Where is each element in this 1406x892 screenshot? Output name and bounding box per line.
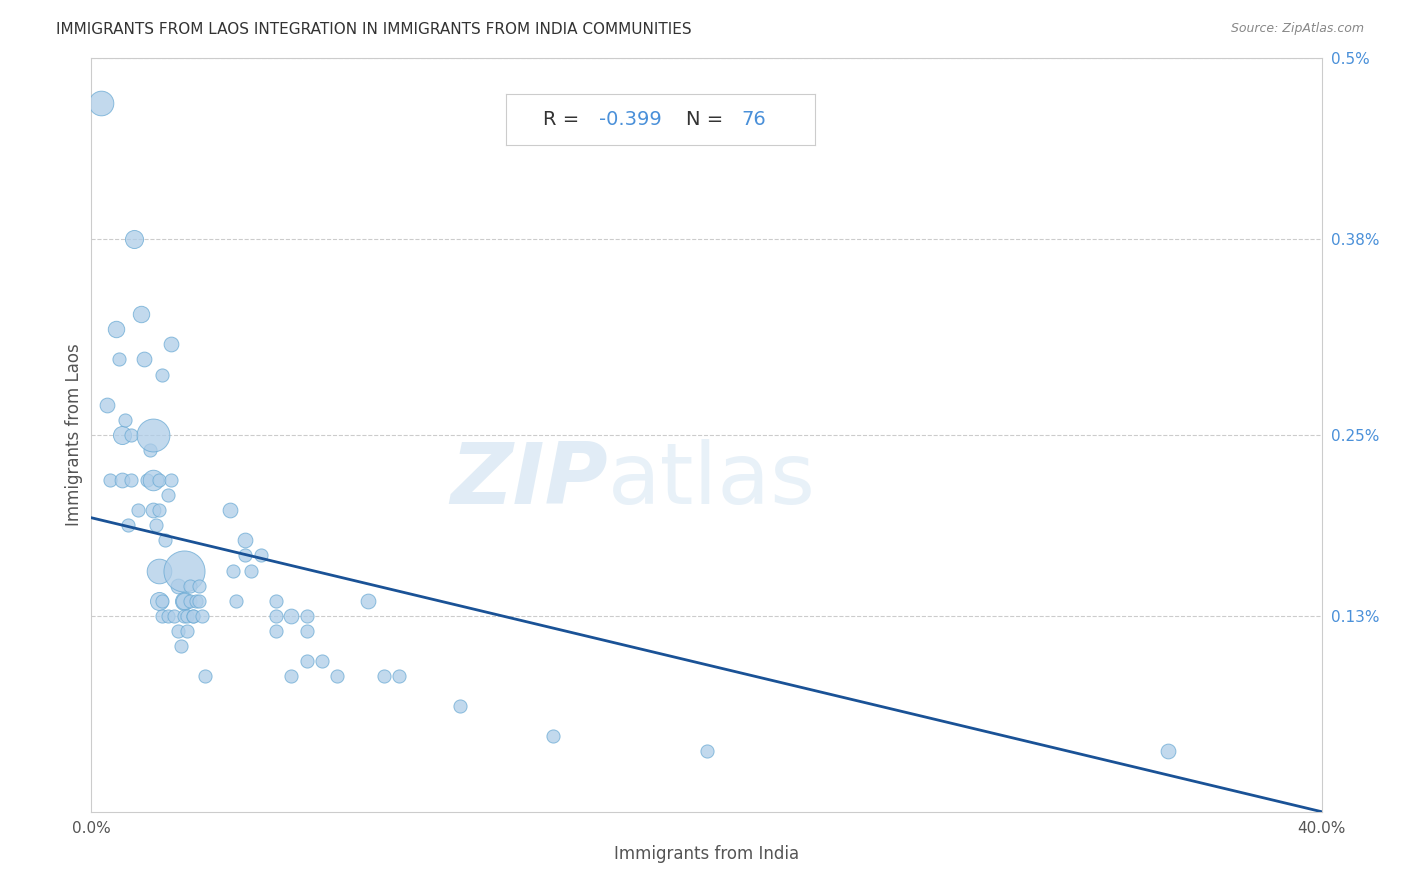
Point [105,322,127,336]
Point [181,608,204,623]
Point [295,654,318,668]
Point [157,608,180,623]
Text: atlas: atlas [607,439,815,522]
Point [129,307,152,321]
Text: IMMIGRANTS FROM LAOS INTEGRATION IN IMMIGRANTS FROM INDIA COMMUNITIES: IMMIGRANTS FROM LAOS INTEGRATION IN IMMI… [56,22,692,37]
Point [233,533,256,548]
Point [166,624,188,638]
Point [176,624,198,638]
Point [169,639,191,653]
Point [148,564,170,578]
Point [357,593,380,607]
Text: 76: 76 [741,110,766,129]
Point [153,533,177,548]
Point [173,593,195,607]
Point [145,518,167,533]
X-axis label: Immigrants from India: Immigrants from India [614,845,799,863]
Point [179,593,201,607]
Point [150,608,173,623]
Point [132,352,155,367]
Point [194,669,217,683]
Point [218,503,240,517]
Point [373,669,395,683]
Point [179,578,201,592]
Point [114,413,136,427]
Point [157,488,180,502]
Point [280,669,302,683]
Point [295,608,318,623]
Point [148,503,170,517]
Point [326,669,349,683]
Point [173,593,195,607]
Point [150,593,173,607]
Point [96,398,118,412]
Point [163,608,186,623]
Text: Source: ZipAtlas.com: Source: ZipAtlas.com [1230,22,1364,36]
Point [449,699,471,714]
Point [188,578,211,592]
Point [124,232,146,246]
Point [160,473,183,487]
Point [111,428,134,442]
Point [98,473,121,487]
Text: -0.399: -0.399 [599,110,662,129]
Point [264,593,287,607]
Point [173,608,195,623]
Point [191,608,214,623]
Point [142,473,165,487]
Point [295,624,318,638]
Text: R =: R = [543,110,586,129]
Text: N =: N = [686,110,730,129]
Point [90,96,112,111]
Point [148,473,170,487]
Point [120,428,142,442]
Text: ZIP: ZIP [450,439,607,522]
Point [173,564,195,578]
Point [120,473,142,487]
Point [142,503,165,517]
Point [311,654,333,668]
Point [264,608,287,623]
Point [181,608,204,623]
Point [135,473,157,487]
Point [388,669,411,683]
Point [249,549,271,563]
Point [142,428,165,442]
Point [188,593,211,607]
Point [696,744,718,758]
Point [264,624,287,638]
Point [160,337,183,351]
Point [1157,744,1180,758]
Point [117,518,139,533]
Point [150,368,173,382]
Y-axis label: Immigrants from Laos: Immigrants from Laos [65,343,83,526]
Point [108,352,131,367]
Point [184,593,207,607]
Point [225,593,247,607]
Point [111,473,134,487]
Point [148,593,170,607]
Point [127,503,149,517]
Point [176,608,198,623]
Point [139,442,162,457]
Point [166,578,188,592]
Point [280,608,302,623]
Point [222,564,245,578]
Point [233,549,256,563]
Point [541,730,564,744]
Point [240,564,263,578]
